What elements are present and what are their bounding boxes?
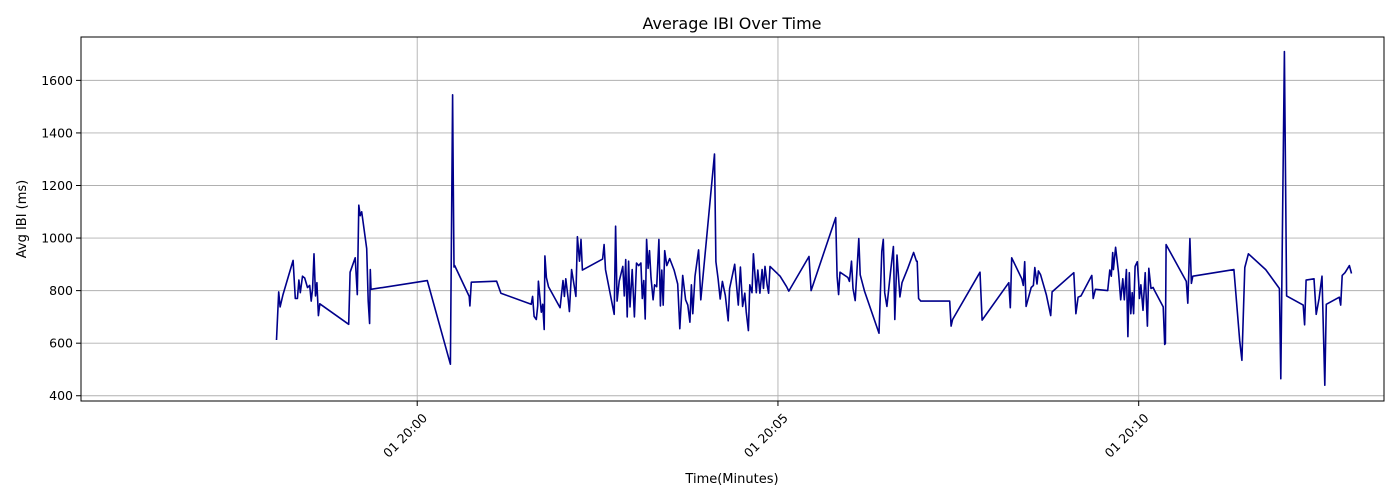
y-tick-label: 1000 xyxy=(41,231,73,246)
y-tick-label: 400 xyxy=(49,388,73,403)
y-tick-label: 1200 xyxy=(41,178,73,193)
x-axis-ticks: 01 20:00 01 20:05 01 20:10 xyxy=(380,401,1152,460)
x-tick-label: 01 20:05 xyxy=(741,410,791,460)
y-tick-label: 800 xyxy=(49,283,73,298)
gridlines xyxy=(81,37,1384,401)
plot-frame xyxy=(80,36,1385,402)
y-axis-label: Avg IBI (ms) xyxy=(15,180,30,259)
x-axis-label: Time(Minutes) xyxy=(684,472,778,487)
y-axis-ticks: 400 600 800 1000 1200 1400 1600 xyxy=(41,73,81,403)
chart-title: Average IBI Over Time xyxy=(642,14,821,33)
y-tick-label: 1400 xyxy=(41,125,73,140)
x-tick-label: 01 20:10 xyxy=(1101,410,1151,460)
y-tick-label: 1600 xyxy=(41,73,73,88)
ibi-series-line xyxy=(275,50,1353,386)
series-area xyxy=(275,50,1353,386)
y-tick-label: 600 xyxy=(49,336,73,351)
x-tick-label: 01 20:00 xyxy=(380,410,430,460)
